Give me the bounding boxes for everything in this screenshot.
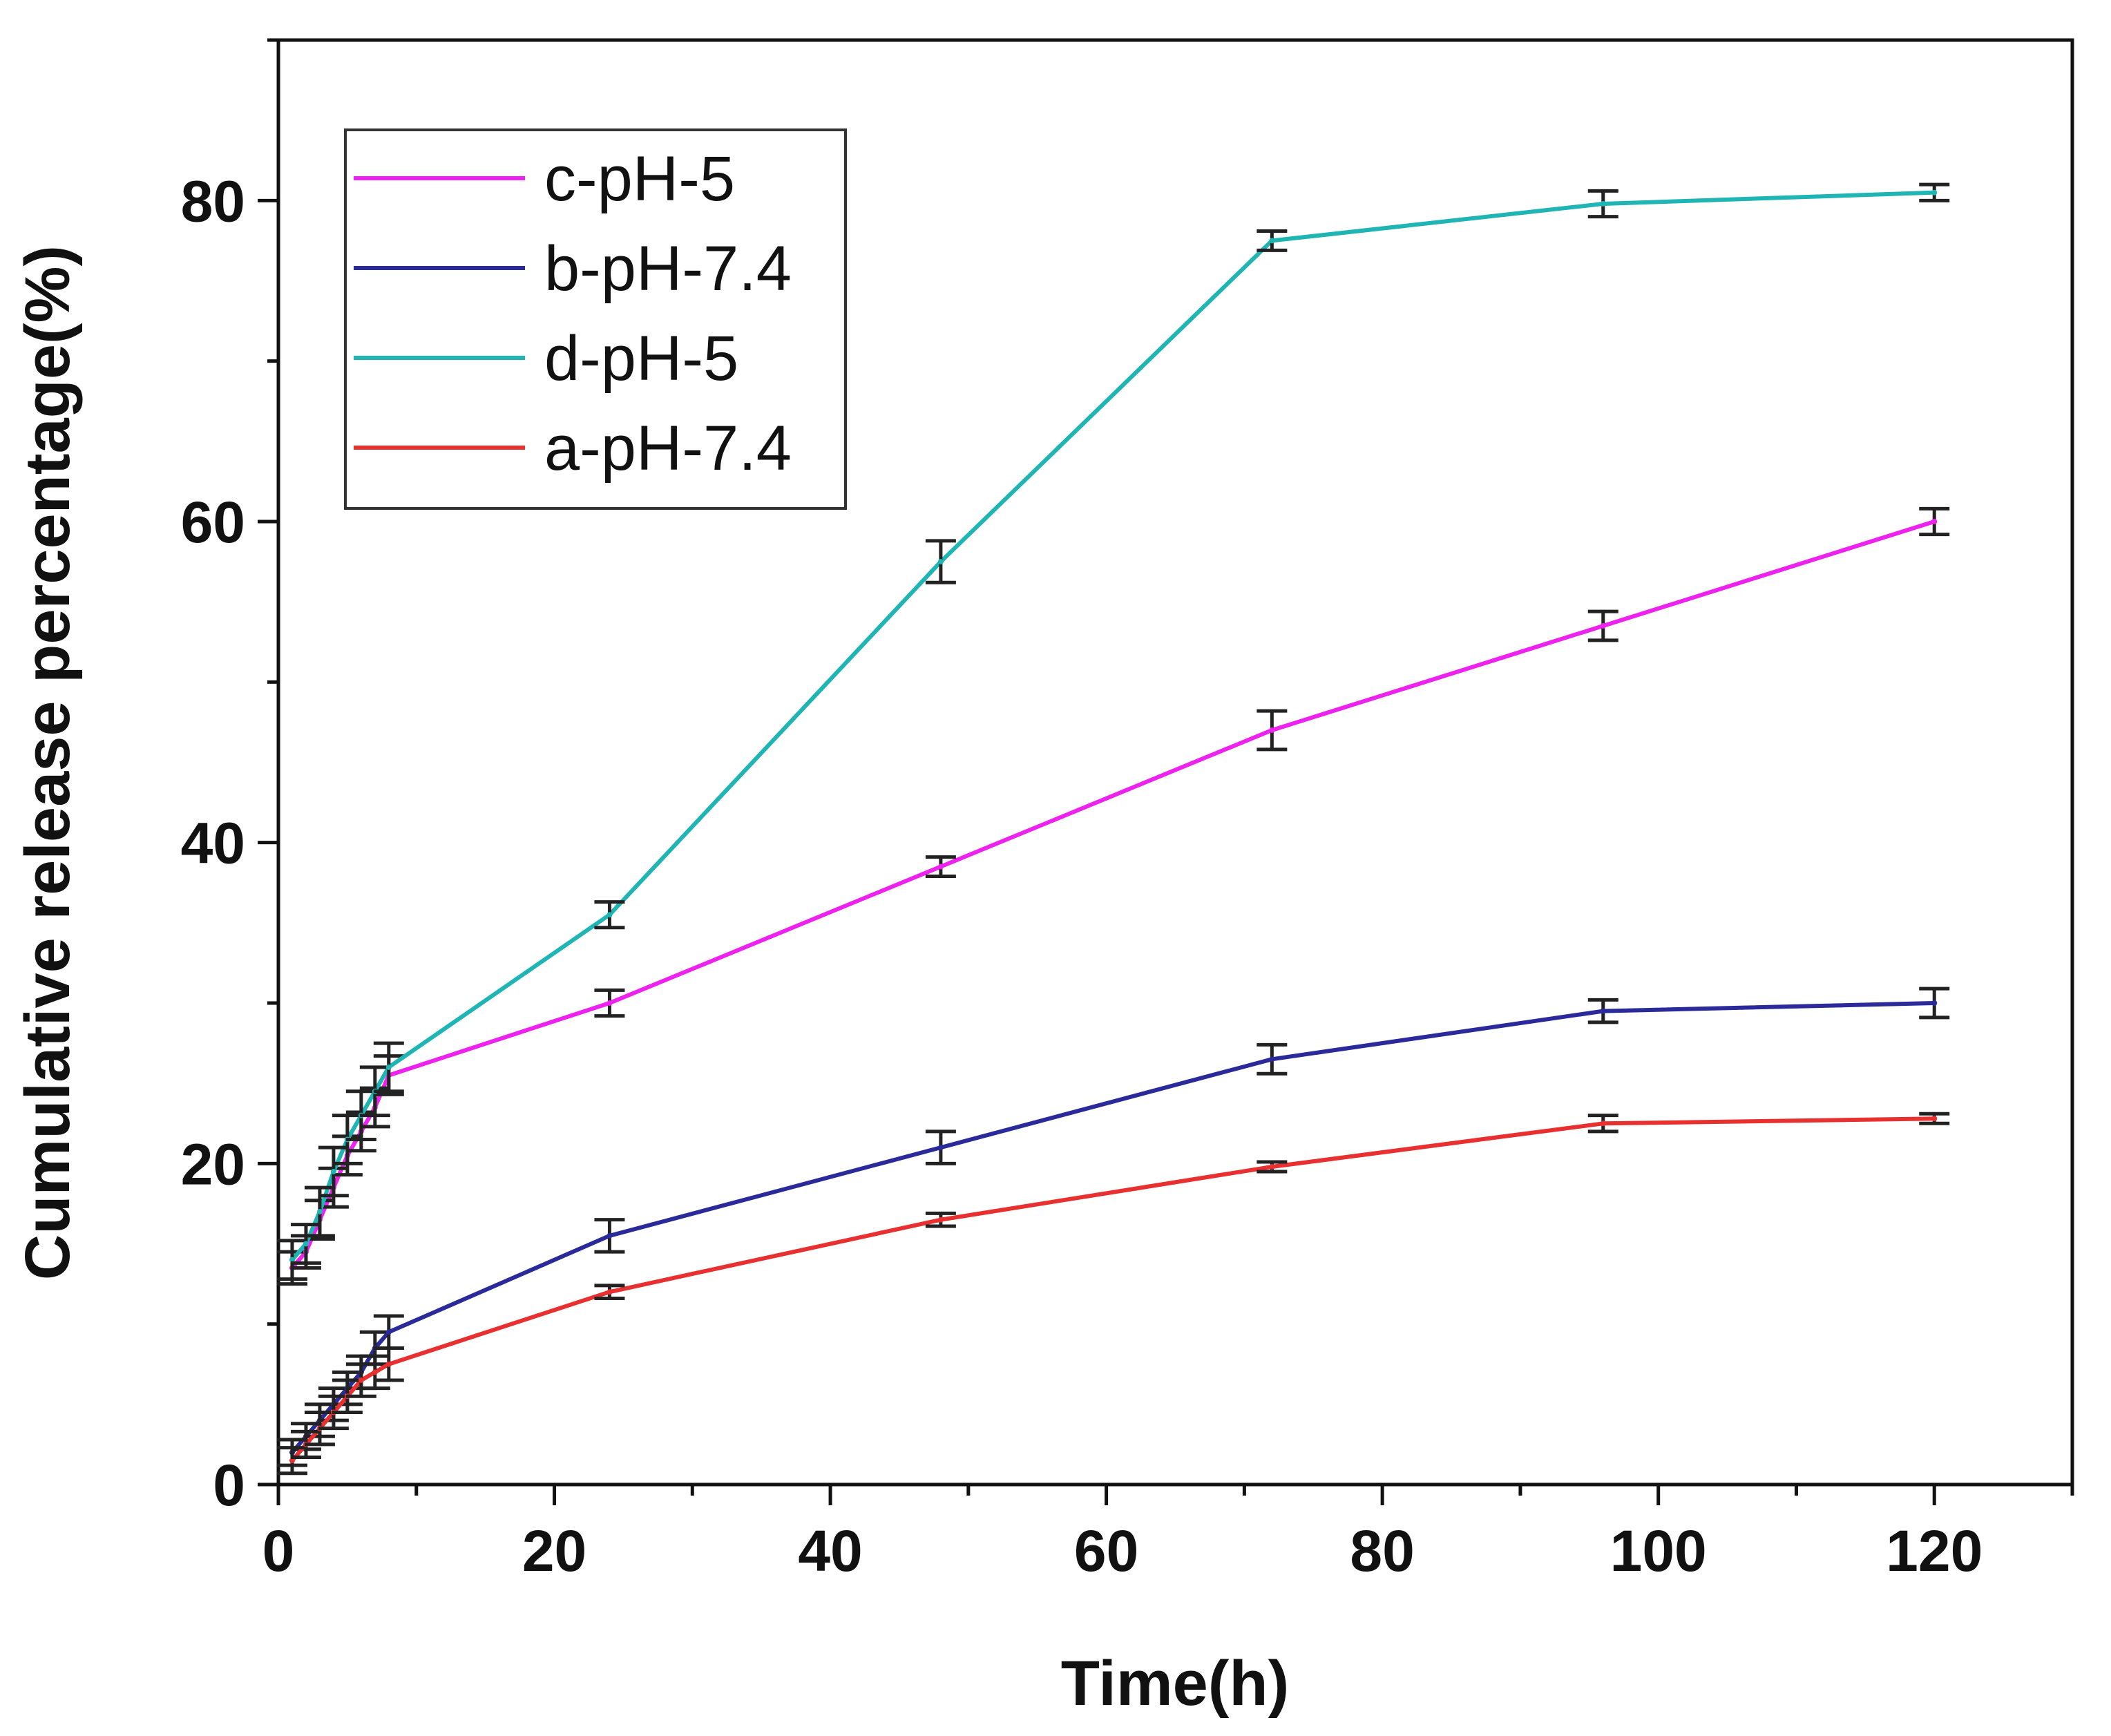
data-point-a-ph-7-4: [1269, 1163, 1275, 1170]
data-point-c-ph-5: [937, 864, 944, 870]
data-point-b-ph-7-4: [937, 1145, 944, 1151]
plot-frame: [276, 38, 2074, 1487]
x-tick-label: 0: [262, 1518, 295, 1583]
legend-label-b-ph-7-4: b-pH-7.4: [544, 233, 792, 304]
data-point-d-ph-5: [289, 1257, 295, 1263]
data-point-b-ph-7-4: [1931, 1000, 1938, 1006]
error-bar-d-ph-5: [925, 539, 956, 584]
error-bar-d-ph-5: [318, 1145, 349, 1198]
data-point-d-ph-5: [1600, 200, 1606, 207]
data-point-c-ph-5: [1600, 623, 1606, 629]
legend-label-a-ph-7-4: a-pH-7.4: [544, 413, 792, 484]
data-point-a-ph-7-4: [289, 1458, 295, 1464]
series-line-b-ph-7-4: [290, 1001, 1935, 1454]
error-bar-a-ph-7-4: [1587, 1114, 1618, 1134]
data-point-a-ph-7-4: [606, 1289, 613, 1295]
error-bar-c-ph-5: [594, 988, 625, 1018]
x-tick-label: 60: [1074, 1518, 1138, 1583]
data-point-b-ph-7-4: [385, 1329, 392, 1335]
x-tick-label: 20: [522, 1518, 586, 1583]
y-tick-label: 20: [181, 1132, 245, 1196]
y-tick-label: 80: [181, 169, 245, 233]
x-tick-label: 40: [798, 1518, 862, 1583]
data-point-a-ph-7-4: [1931, 1116, 1938, 1122]
error-bar-b-ph-7-4: [1587, 998, 1618, 1024]
legend-label-d-ph-5: d-pH-5: [544, 323, 738, 394]
data-point-d-ph-5: [385, 1064, 392, 1070]
y-tick-label: 40: [181, 811, 245, 876]
error-bar-d-ph-5: [276, 1239, 307, 1281]
data-point-d-ph-5: [303, 1241, 309, 1247]
error-bar-b-ph-7-4: [1257, 1042, 1288, 1076]
y-axis-title: Cumulative release percentage(%): [12, 245, 83, 1280]
data-point-d-ph-5: [937, 559, 944, 565]
x-tick-label: 100: [1610, 1518, 1707, 1583]
error-bar-a-ph-7-4: [594, 1284, 625, 1300]
data-point-b-ph-7-4: [1600, 1008, 1606, 1014]
error-bar-a-ph-7-4: [276, 1446, 307, 1476]
error-bar-d-ph-5: [594, 900, 625, 930]
data-point-a-ph-7-4: [372, 1369, 378, 1375]
error-bar-a-ph-7-4: [1919, 1112, 1950, 1125]
series-layer: [276, 182, 1950, 1476]
x-tick-label: 120: [1886, 1518, 1983, 1583]
error-bar-a-ph-7-4: [925, 1211, 956, 1228]
data-point-c-ph-5: [1269, 727, 1275, 734]
series-line-c-ph-5: [290, 519, 1936, 1270]
y-tick-label: 0: [213, 1453, 245, 1518]
data-point-d-ph-5: [330, 1168, 336, 1174]
data-point-d-ph-5: [316, 1209, 323, 1215]
error-bar-c-ph-5: [1919, 506, 1950, 537]
axis-ticks: 0 20 40 60 80 100 120 0 20 40 60 80: [181, 38, 2074, 1583]
error-bar-d-ph-5: [290, 1223, 321, 1265]
data-point-b-ph-7-4: [1269, 1056, 1275, 1062]
data-point-c-ph-5: [606, 1000, 613, 1006]
error-bar-a-ph-7-4: [373, 1346, 404, 1382]
error-bar-b-ph-7-4: [925, 1129, 956, 1165]
legend-label-c-ph-5: c-pH-5: [544, 144, 735, 214]
error-bar-d-ph-5: [1919, 182, 1950, 202]
error-bar-d-ph-5: [1257, 229, 1288, 252]
error-bar-d-ph-5: [1587, 189, 1618, 219]
data-point-d-ph-5: [1931, 189, 1938, 195]
data-point-d-ph-5: [606, 912, 613, 918]
error-bar-b-ph-7-4: [1919, 986, 1950, 1020]
y-tick-label: 60: [181, 490, 245, 555]
error-bar-a-ph-7-4: [345, 1362, 376, 1398]
series-line-a-ph-7-4: [290, 1116, 1935, 1462]
data-point-a-ph-7-4: [937, 1217, 944, 1223]
error-bar-d-ph-5: [373, 1041, 404, 1094]
data-point-d-ph-5: [1269, 238, 1275, 244]
error-bar-a-ph-7-4: [1257, 1160, 1288, 1174]
data-point-a-ph-7-4: [358, 1377, 364, 1383]
x-tick-label: 80: [1350, 1518, 1414, 1583]
error-bar-c-ph-5: [1257, 709, 1288, 752]
data-point-a-ph-7-4: [385, 1361, 392, 1367]
legend: c-pH-5 b-pH-7.4 d-pH-5 a-pH-7.4: [344, 128, 847, 510]
error-bar-c-ph-5: [1587, 609, 1618, 642]
data-point-a-ph-7-4: [1600, 1120, 1606, 1127]
error-bar-c-ph-5: [925, 855, 956, 878]
data-point-b-ph-7-4: [606, 1232, 613, 1239]
legend-box: [344, 128, 847, 510]
error-bar-b-ph-7-4: [594, 1218, 625, 1254]
x-axis-title: Time(h): [1061, 1648, 1290, 1719]
error-bar-a-ph-7-4: [359, 1354, 390, 1391]
data-point-c-ph-5: [1931, 519, 1938, 524]
